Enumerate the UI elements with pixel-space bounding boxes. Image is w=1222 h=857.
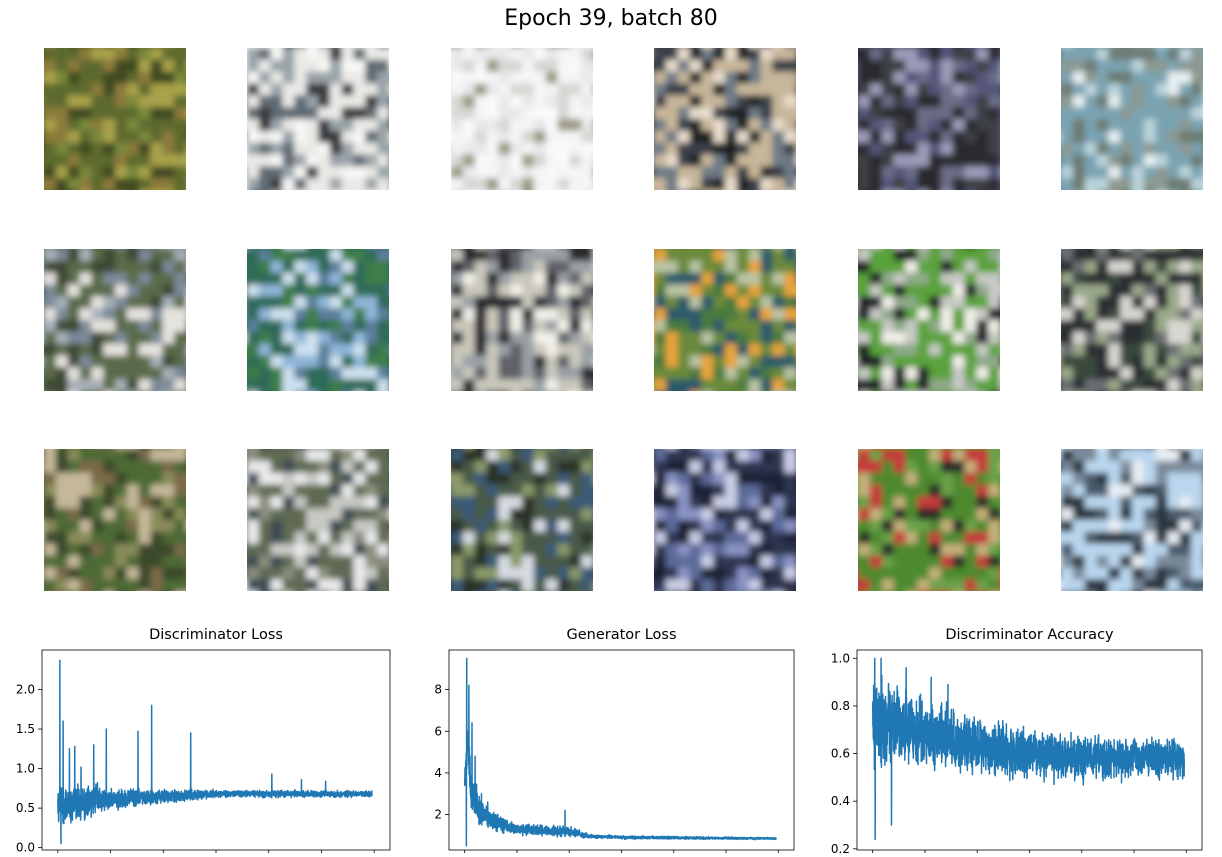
generated-sample-image <box>451 249 593 391</box>
generator-loss-axes: 02500500075001000012500150002468 <box>434 649 797 857</box>
y-tick-label: 0.5 <box>16 801 35 815</box>
generated-sample-image <box>247 449 389 591</box>
generated-sample-image <box>858 449 1000 591</box>
discriminator-loss-plot: Discriminator Loss 025005000750010000125… <box>0 620 410 857</box>
discriminator-loss-axes: 02500500075001000012500150000.00.51.01.5… <box>16 649 393 857</box>
series-line <box>57 659 373 845</box>
generator-loss-plot: Generator Loss 0250050007500100001250015… <box>0 620 820 857</box>
generated-sample-image <box>451 48 593 190</box>
generator-loss-title: Generator Loss <box>566 627 677 643</box>
y-tick-label: 1.0 <box>831 651 850 665</box>
generated-sample-image <box>44 48 186 190</box>
generated-sample-image <box>1061 449 1203 591</box>
generated-sample-image <box>247 48 389 190</box>
y-tick-label: 0.6 <box>831 747 850 761</box>
discriminator-loss-title: Discriminator Loss <box>149 627 283 643</box>
y-tick-label: 6 <box>434 724 442 738</box>
series-line <box>463 657 777 847</box>
series-line <box>871 657 1185 841</box>
y-tick-label: 1.0 <box>16 762 35 776</box>
generated-sample-image <box>858 249 1000 391</box>
y-tick-label: 2 <box>434 808 442 822</box>
y-tick-label: 0.4 <box>831 794 850 808</box>
generated-sample-image <box>451 449 593 591</box>
generated-sample-image <box>1061 48 1203 190</box>
generated-sample-image <box>1061 249 1203 391</box>
generated-sample-image <box>654 249 796 391</box>
generated-sample-image <box>44 249 186 391</box>
y-tick-label: 2.0 <box>16 683 35 697</box>
y-tick-label: 1.5 <box>16 722 35 736</box>
discriminator-accuracy-axes: 02500500075001000012500150000.20.40.60.8… <box>831 649 1205 857</box>
discriminator-accuracy-plot: Discriminator Accuracy 02500500075001000… <box>0 620 1222 857</box>
y-tick-label: 4 <box>434 766 442 780</box>
y-tick-label: 0.8 <box>831 699 850 713</box>
discriminator-accuracy-title: Discriminator Accuracy <box>945 627 1114 643</box>
generated-sample-image <box>247 249 389 391</box>
figure-title: Epoch 39, batch 80 <box>504 6 718 31</box>
y-tick-label: 0.0 <box>16 841 35 853</box>
generated-sample-image <box>44 449 186 591</box>
y-tick-label: 8 <box>434 683 442 697</box>
y-tick-label: 0.2 <box>831 842 850 853</box>
generated-sample-image <box>654 48 796 190</box>
generated-sample-image <box>654 449 796 591</box>
generated-sample-image <box>858 48 1000 190</box>
